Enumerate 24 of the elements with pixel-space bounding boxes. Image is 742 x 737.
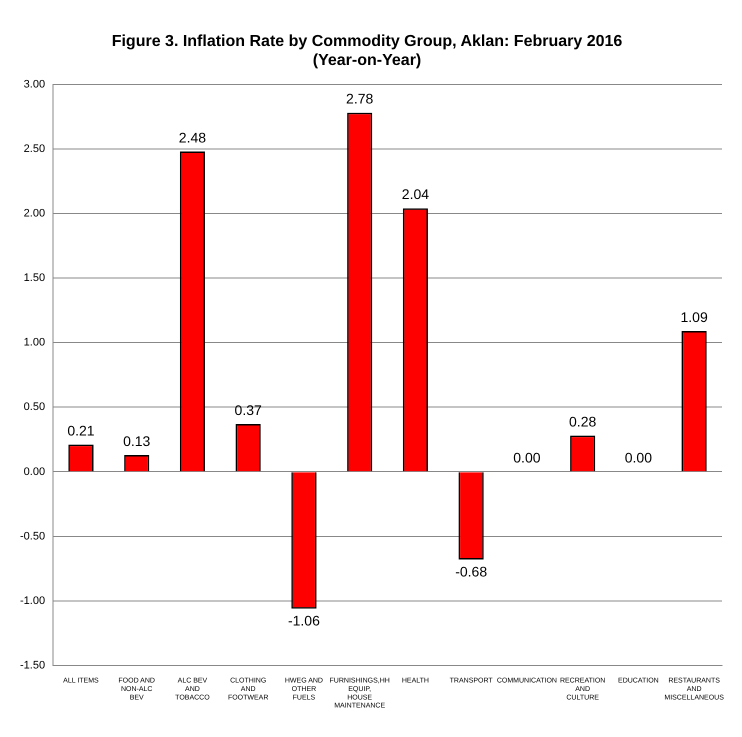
y-tick-label: 1.50 [24,272,46,284]
y-tick-label: 0.00 [24,466,46,478]
data-label: 2.48 [178,129,206,146]
data-label: 0.21 [67,422,95,438]
data-label: -0.68 [455,563,488,580]
data-label: 0.13 [123,432,151,449]
data-label: 0.00 [513,450,541,466]
y-tick-label: -0.50 [20,530,46,542]
text: (Year-on-Year) [312,52,422,70]
data-label: 1.09 [680,308,708,325]
data-label: 2.78 [346,90,374,107]
data-label: -1.06 [288,612,320,628]
y-tick-label: 0.50 [24,401,46,414]
y-tick-label: -1.00 [20,594,46,607]
data-label: 0.37 [234,402,262,418]
y-tick-label: 3.00 [24,78,46,90]
y-tick-label: 2.50 [24,142,46,155]
y-tick-label: -1.50 [20,659,46,672]
y-tick-label: 1.00 [24,336,46,349]
data-label: 2.04 [402,186,430,202]
text: Figure 3. Inflation Rate by Commodity Group, Aklan: February 2016 [112,33,622,50]
data-label: 0.28 [569,413,596,430]
y-tick-label: 2.00 [24,208,46,220]
data-label: 0.00 [624,450,652,466]
